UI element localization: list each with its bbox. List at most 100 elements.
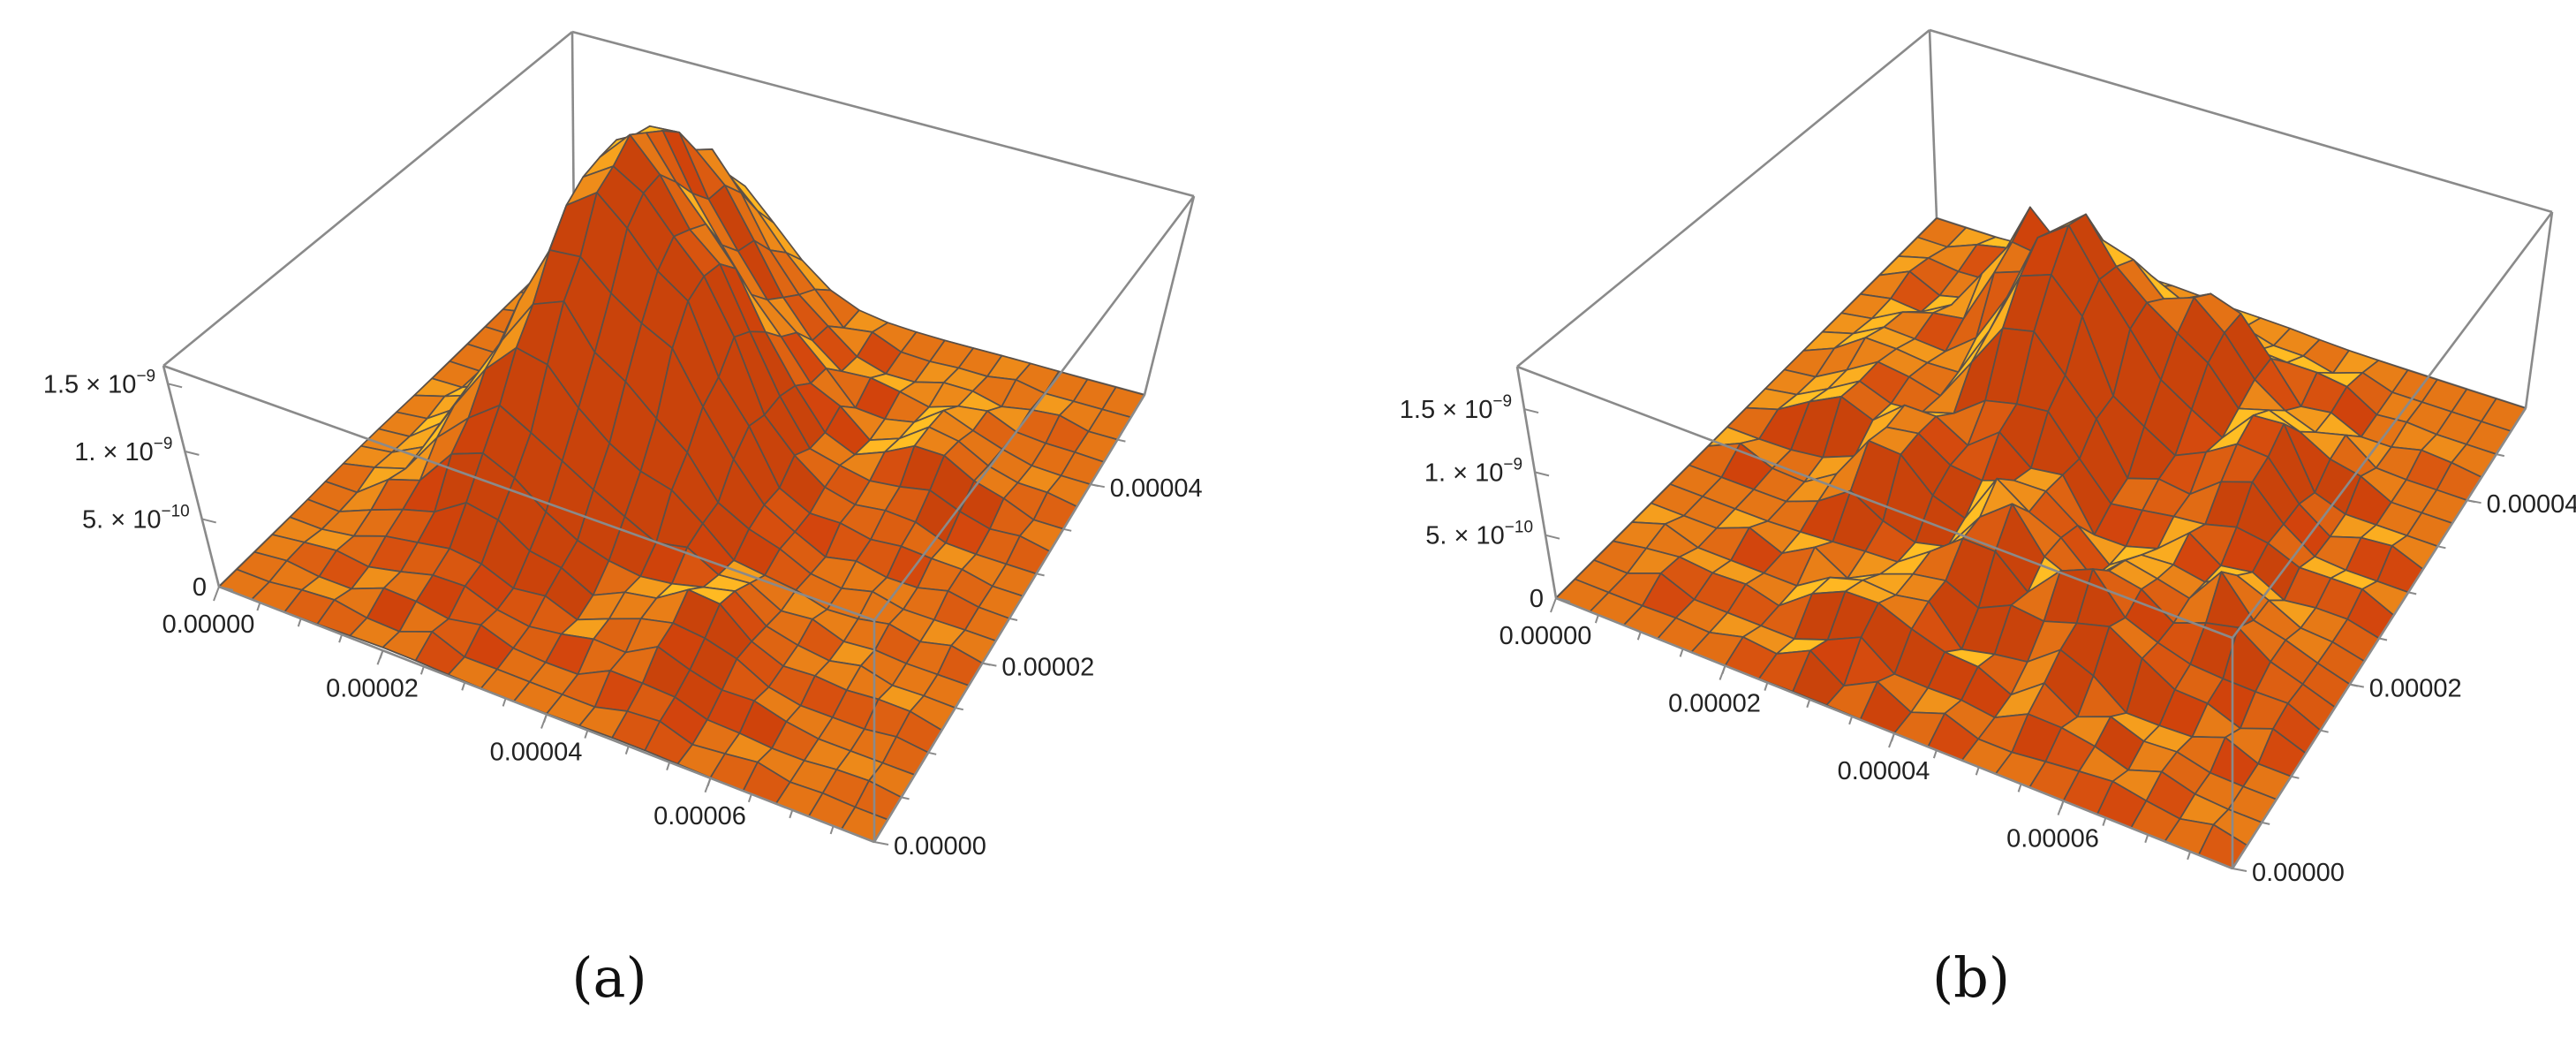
box-edge-front [162, 364, 875, 622]
x-minor-tick [297, 618, 302, 627]
surface-mesh [1555, 206, 2527, 869]
z-tick-label: 1.5 × 10−9 [43, 367, 155, 398]
x-tick-label: 0.00002 [1668, 690, 1761, 718]
surface-mesh [218, 125, 1145, 843]
x-minor-tick [1764, 682, 1769, 691]
y-minor-tick [2437, 545, 2446, 550]
x-minor-tick [2017, 784, 2022, 793]
y-tick-label: 0.00002 [2369, 675, 2462, 703]
z-tick-exp: −9 [154, 435, 173, 453]
z-tick-base: 0 [1530, 585, 1544, 613]
box-edge-front [1516, 365, 2233, 640]
box-edge-back [1516, 28, 1930, 368]
x-minor-tick [789, 809, 794, 819]
box-edge-front [162, 365, 221, 588]
y-minor-tick [1062, 527, 1072, 532]
y-tick-label: 0.00000 [894, 832, 986, 861]
y-minor-tick [2407, 591, 2417, 595]
x-minor-tick [1848, 716, 1854, 725]
x-minor-tick [584, 730, 589, 739]
z-tick-label: 1.5 × 10−9 [1400, 392, 1512, 424]
surface-plot-a: 1.5 × 10−91. × 10−95. × 10−1000.000000.0… [43, 30, 1203, 861]
x-minor-tick [1721, 665, 1726, 674]
box-edge-front [873, 195, 1196, 621]
y-minor-tick [1008, 618, 1018, 621]
box-edge-back [1929, 28, 2553, 214]
x-minor-tick [666, 762, 671, 771]
x-minor-tick [461, 682, 466, 691]
x-minor-tick [747, 793, 752, 803]
y-minor-tick [982, 662, 991, 666]
z-tick-base: 5. × 10 [82, 505, 162, 534]
z-tick-label: 0 [193, 573, 207, 602]
x-minor-tick [338, 633, 344, 643]
x-tick-label: 0.00004 [490, 739, 583, 767]
x-tick-label: 0.00004 [1838, 757, 1930, 785]
panel-label-b: (b) [1932, 945, 2010, 1010]
y-minor-tick [2320, 729, 2329, 733]
x-minor-tick [1679, 648, 1684, 657]
z-tick-label: 0 [1530, 585, 1544, 613]
y-tick-label: 0.00000 [2252, 859, 2345, 887]
z-tick-base: 1. × 10 [1424, 459, 1504, 487]
x-minor-tick [2059, 800, 2065, 809]
z-tick-mark [1534, 471, 1550, 477]
y-minor-tick [955, 707, 964, 711]
y-minor-tick [901, 796, 910, 800]
surface-plot-b: 1.5 × 10−91. × 10−95. × 10−1000.000000.0… [1400, 28, 2576, 887]
z-tick-mark [1523, 408, 1539, 414]
box-edge-front [1515, 366, 1558, 599]
x-minor-tick [1891, 732, 1895, 742]
box-edge-back [1928, 29, 1938, 219]
y-minor-tick [2261, 821, 2270, 825]
z-tick-label: 5. × 10−10 [1425, 519, 1533, 550]
x-tick-label: 0.00006 [653, 802, 746, 830]
x-minor-tick [1806, 699, 1811, 709]
y-tick-label: 0.00004 [1110, 474, 1203, 503]
z-tick-exp: −10 [161, 502, 189, 520]
x-minor-tick [1932, 749, 1938, 759]
x-minor-tick [2102, 817, 2107, 826]
z-tick-exp: −9 [1492, 392, 1512, 411]
x-minor-tick [1594, 614, 1599, 624]
x-minor-tick [1636, 631, 1642, 641]
x-minor-tick [829, 825, 835, 835]
x-tick-label: 0.00000 [162, 611, 255, 639]
y-minor-tick [2378, 637, 2388, 641]
y-minor-tick [2349, 683, 2359, 687]
z-tick-exp: −10 [1505, 519, 1533, 537]
y-tick-mark [2232, 868, 2247, 872]
x-minor-tick [419, 665, 425, 675]
z-tick-mark [1555, 597, 1571, 603]
box-edge-front [2524, 211, 2554, 409]
z-tick-mark [218, 586, 234, 591]
y-tick-label: 0.00004 [2487, 490, 2576, 519]
y-minor-tick [2496, 453, 2505, 458]
z-tick-exp: −9 [136, 367, 155, 385]
z-tick-base: 5. × 10 [1425, 522, 1505, 550]
z-tick-label: 1. × 10−9 [74, 435, 172, 466]
x-minor-tick [2187, 851, 2192, 861]
z-tick-label: 5. × 10−10 [82, 502, 190, 534]
x-minor-tick [2144, 834, 2149, 844]
z-tick-base: 0 [193, 573, 207, 602]
x-minor-tick [706, 777, 712, 787]
z-tick-label: 1. × 10−9 [1424, 455, 1522, 487]
y-minor-tick [1117, 438, 1126, 443]
box-edge-front [1143, 195, 1196, 396]
x-minor-tick [502, 698, 507, 707]
x-minor-tick [1975, 766, 1980, 776]
x-tick-label: 0.00000 [1500, 622, 1592, 650]
z-tick-mark [167, 383, 183, 389]
x-minor-tick [543, 714, 548, 723]
box-edge-front [2231, 211, 2554, 639]
x-tick-mark [1550, 597, 1557, 613]
x-minor-tick [379, 649, 384, 659]
box-edge-back [162, 30, 573, 368]
z-tick-base: 1.5 × 10 [43, 370, 137, 398]
y-minor-tick [1036, 573, 1045, 577]
y-minor-tick [927, 751, 937, 755]
z-tick-base: 1. × 10 [74, 438, 154, 466]
y-tick-mark [873, 841, 889, 846]
